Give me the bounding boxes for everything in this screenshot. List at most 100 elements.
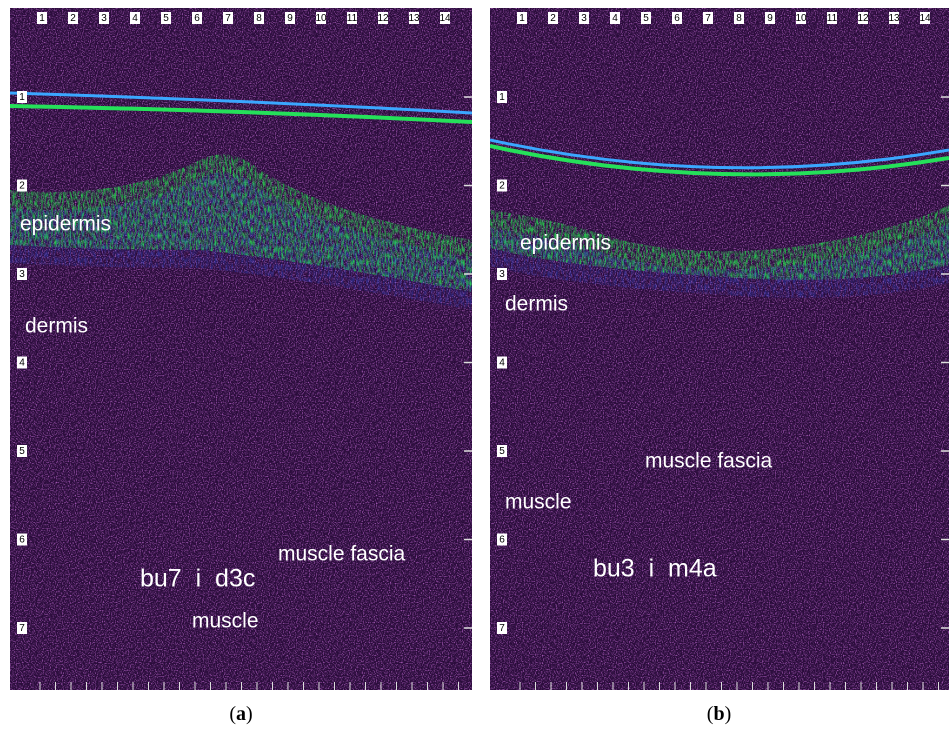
surface-line (490, 138, 949, 170)
caption-part: a (236, 703, 246, 725)
tissue-label: dermis (25, 315, 88, 338)
scale-box (223, 12, 233, 24)
top-scale-label: 5 (163, 13, 169, 24)
top-scale-label: 3 (101, 13, 107, 24)
scale-box (316, 12, 326, 24)
caption-part: b (713, 703, 724, 725)
scale-box (68, 12, 78, 24)
depth-scale-label: 3 (499, 269, 505, 280)
scale-box (497, 356, 507, 369)
tissue-label: muscle fascia (645, 450, 773, 473)
surface-line (10, 104, 472, 124)
scale-box (130, 12, 140, 24)
top-scale-label: 13 (408, 13, 420, 24)
top-scale-label: 9 (767, 13, 773, 24)
depth-scale-label: 1 (19, 92, 25, 103)
depth-scale-label: 4 (19, 358, 25, 369)
top-scale-label: 5 (643, 13, 649, 24)
sample-id: bu3 i m4a (593, 555, 717, 583)
scale-box (765, 12, 775, 24)
top-scale-label: 4 (132, 13, 138, 24)
tissue-label: muscle fascia (278, 543, 406, 566)
scale-box (672, 12, 682, 24)
top-scale-label: 8 (256, 13, 262, 24)
image-noise (10, 8, 472, 690)
depth-scale-label: 5 (19, 446, 25, 457)
scale-box (17, 622, 27, 634)
top-scale-label: 1 (519, 13, 525, 24)
scale-box (579, 12, 589, 24)
scale-box (497, 179, 507, 192)
scale-box (17, 445, 27, 457)
scale-box (99, 12, 109, 24)
scale-box (641, 12, 651, 24)
epidermis-echo-blue (490, 223, 949, 298)
caption-part: ( (229, 703, 236, 725)
scale-box (192, 12, 202, 24)
scale-box (734, 12, 744, 24)
scale-box (548, 12, 558, 24)
surface-line (490, 144, 949, 177)
scale-box (610, 12, 620, 24)
top-scale-label: 6 (194, 13, 200, 24)
top-scale-label: 7 (705, 13, 711, 24)
depth-scale-label: 4 (499, 358, 505, 369)
top-scale-label: 10 (795, 13, 807, 24)
scale-box (703, 12, 713, 24)
depth-scale-label: 7 (19, 623, 25, 634)
scale-box (796, 12, 806, 24)
scale-box (347, 12, 357, 24)
top-scale-label: 9 (287, 13, 293, 24)
epidermis-echo-blue (10, 172, 472, 310)
top-scale-label: 14 (919, 13, 931, 24)
image-noise (490, 8, 949, 690)
tissue-label: muscle (505, 491, 572, 514)
top-scale-label: 7 (225, 13, 231, 24)
scale-box (17, 356, 27, 369)
scale-box (497, 533, 507, 546)
scale-box (285, 12, 295, 24)
ultrasound-panel: 1 2 3 4 5 6 7 8 9 10 11 12 13 141234567epidermisdermi… (10, 8, 472, 690)
scale-box (17, 179, 27, 192)
scale-box (17, 268, 27, 280)
top-scale-label: 12 (377, 13, 389, 24)
scale-box (254, 12, 264, 24)
depth-scale-label: 6 (19, 535, 25, 546)
top-scale-label: 11 (347, 13, 358, 24)
top-scale-label: 2 (70, 13, 76, 24)
caption-part: ) (246, 703, 253, 725)
top-scale-label: 11 (827, 13, 838, 24)
depth-scale-label: 3 (19, 269, 25, 280)
scale-box (517, 12, 527, 24)
top-scale-label: 2 (550, 13, 556, 24)
depth-scale-label: 6 (499, 535, 505, 546)
tissue-label: epidermis (20, 213, 111, 236)
depth-scale-label: 1 (499, 92, 505, 103)
top-scale-label: 1 (39, 13, 45, 24)
tissue-label: muscle (192, 610, 259, 633)
top-scale-label: 14 (439, 13, 451, 24)
scale-box (378, 12, 388, 24)
scale-box (17, 533, 27, 546)
scale-box (37, 12, 47, 24)
tissue-label: epidermis (520, 232, 611, 255)
surface-line (10, 91, 472, 115)
scale-box (827, 12, 837, 24)
top-scale-label: 3 (581, 13, 587, 24)
depth-scale-label: 2 (19, 181, 25, 192)
sample-id: bu7 i d3c (140, 565, 255, 593)
top-scale-label: 12 (857, 13, 869, 24)
scale-box (497, 268, 507, 280)
scale-box (497, 622, 507, 634)
scale-box (920, 12, 930, 24)
scale-box (409, 12, 419, 24)
scale-box (497, 91, 507, 103)
scale-box (858, 12, 868, 24)
scale-box (889, 12, 899, 24)
panel-caption: (a) (229, 703, 252, 725)
caption-part: ( (707, 703, 714, 725)
top-scale-label: 6 (674, 13, 680, 24)
depth-scale-label: 5 (499, 446, 505, 457)
